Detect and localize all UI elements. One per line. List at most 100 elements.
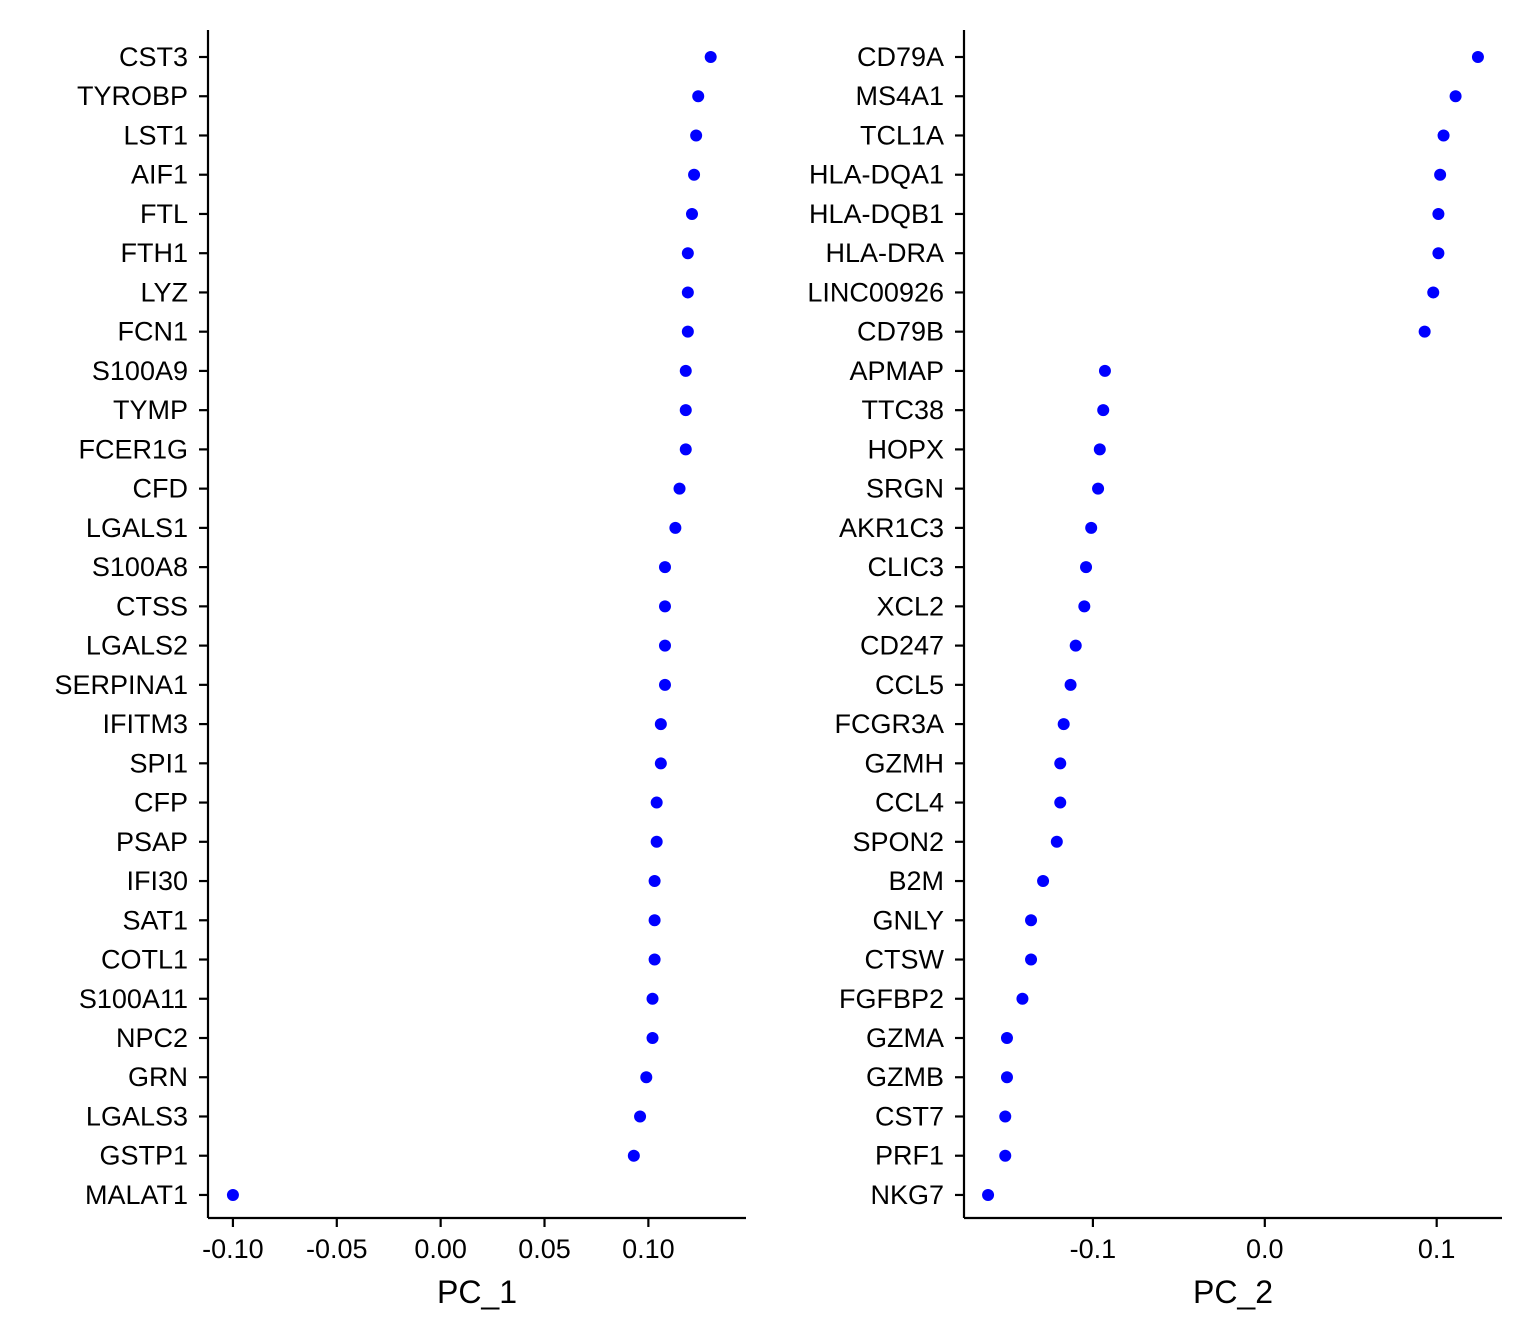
gene-label: CD79A bbox=[857, 42, 944, 72]
gene-label: FTL bbox=[140, 199, 188, 229]
gene-label: HLA-DQA1 bbox=[809, 160, 944, 190]
loading-point bbox=[999, 1149, 1012, 1162]
loading-point bbox=[982, 1188, 995, 1201]
loading-point bbox=[692, 90, 705, 103]
gene-label: TCL1A bbox=[860, 120, 944, 150]
pc2-loadings-panel: CD79A MS4A1 TCL1A HLA-DQA1 HLA-DQB1 HLA-DRA LI… bbox=[807, 30, 1502, 1310]
loading-point bbox=[650, 796, 663, 809]
loading-point bbox=[681, 286, 694, 299]
gene-label: AKR1C3 bbox=[839, 513, 944, 543]
x-tick-label: -0.05 bbox=[306, 1234, 368, 1264]
loading-point bbox=[654, 757, 667, 770]
gene-label: LGALS2 bbox=[86, 631, 188, 661]
gene-label: FGFBP2 bbox=[839, 984, 944, 1014]
x-tick-label: -0.1 bbox=[1070, 1234, 1117, 1264]
x-tick-label: 0.05 bbox=[518, 1234, 571, 1264]
x-tick-label: 0.00 bbox=[414, 1234, 467, 1264]
loading-point bbox=[646, 992, 659, 1005]
loading-point bbox=[681, 247, 694, 260]
gene-label: HLA-DQB1 bbox=[809, 199, 944, 229]
loading-point bbox=[1080, 561, 1093, 574]
gene-label: HOPX bbox=[867, 434, 944, 464]
gene-label: SRGN bbox=[866, 474, 944, 504]
gene-label: FCER1G bbox=[78, 434, 188, 464]
loading-point bbox=[1016, 992, 1029, 1005]
gene-label: NPC2 bbox=[116, 1023, 188, 1053]
gene-label: LYZ bbox=[140, 277, 188, 307]
loading-point bbox=[685, 207, 698, 220]
loading-point bbox=[681, 325, 694, 338]
gene-label: TTC38 bbox=[861, 395, 944, 425]
loading-point bbox=[658, 561, 671, 574]
loading-point bbox=[688, 168, 701, 181]
gene-label: FTH1 bbox=[121, 238, 189, 268]
gene-label: CCL5 bbox=[875, 670, 944, 700]
loading-point bbox=[1000, 1032, 1013, 1044]
gene-label: CD79B bbox=[857, 317, 944, 347]
gene-label: CST3 bbox=[119, 42, 188, 72]
gene-label: CLIC3 bbox=[867, 552, 944, 582]
gene-label: TYROBP bbox=[77, 81, 188, 111]
gene-label: S100A8 bbox=[92, 552, 188, 582]
x-axis-title: PC_1 bbox=[437, 1274, 517, 1310]
loading-point bbox=[1427, 286, 1440, 299]
gene-label: PRF1 bbox=[875, 1141, 944, 1171]
loading-point bbox=[1054, 796, 1067, 809]
x-tick-label: 0.1 bbox=[1418, 1234, 1456, 1264]
gene-label: CFP bbox=[134, 788, 188, 818]
loading-point bbox=[1000, 1071, 1013, 1084]
loading-point bbox=[1093, 443, 1106, 456]
gene-label: FCGR3A bbox=[834, 709, 944, 739]
gene-label: SPI1 bbox=[129, 748, 188, 778]
gene-label: GNLY bbox=[872, 905, 944, 935]
gene-label: GZMB bbox=[866, 1062, 944, 1092]
gene-label: GZMH bbox=[865, 748, 944, 778]
loading-point bbox=[648, 914, 661, 927]
loading-point bbox=[1097, 404, 1110, 417]
gene-label: APMAP bbox=[849, 356, 944, 386]
gene-label: SPON2 bbox=[852, 827, 944, 857]
gene-label: GRN bbox=[128, 1062, 188, 1092]
gene-label: S100A9 bbox=[92, 356, 188, 386]
gene-label: SAT1 bbox=[122, 905, 188, 935]
loading-point bbox=[1050, 835, 1063, 848]
gene-label: LGALS3 bbox=[86, 1101, 188, 1131]
gene-label: FCN1 bbox=[117, 317, 188, 347]
gene-label: LST1 bbox=[123, 120, 188, 150]
gene-label: CCL4 bbox=[875, 788, 944, 818]
loading-point bbox=[1449, 90, 1462, 103]
gene-label: GSTP1 bbox=[99, 1141, 188, 1171]
loading-point bbox=[669, 521, 682, 534]
loading-point bbox=[690, 129, 703, 142]
gene-label: LINC00926 bbox=[807, 277, 944, 307]
loading-point bbox=[1437, 129, 1450, 142]
loading-point bbox=[1037, 875, 1050, 888]
gene-label: COTL1 bbox=[101, 945, 188, 975]
gene-label: LGALS1 bbox=[86, 513, 188, 543]
loading-point bbox=[658, 639, 671, 652]
loading-point bbox=[648, 875, 661, 888]
loading-point bbox=[1092, 482, 1105, 495]
gene-label: CFD bbox=[133, 474, 189, 504]
loading-point bbox=[640, 1071, 653, 1084]
loading-point bbox=[1078, 600, 1091, 613]
loading-point bbox=[679, 443, 692, 456]
loading-point bbox=[1432, 207, 1445, 220]
loading-point bbox=[1434, 168, 1447, 181]
loading-point bbox=[679, 404, 692, 417]
loading-point bbox=[1054, 757, 1067, 770]
pc1-loadings-panel: CST3 TYROBP LST1 AIF1 FTL FTH1 LYZ FCN1 S100A9 TY… bbox=[54, 30, 746, 1310]
loading-point bbox=[679, 364, 692, 377]
x-tick-label: 0.10 bbox=[622, 1234, 675, 1264]
gene-label: S100A11 bbox=[79, 984, 188, 1014]
loading-point bbox=[627, 1149, 640, 1162]
loading-point bbox=[1025, 953, 1038, 966]
gene-label: NKG7 bbox=[870, 1180, 944, 1210]
gene-label: XCL2 bbox=[876, 591, 944, 621]
loading-point bbox=[1057, 718, 1070, 731]
loading-point bbox=[658, 678, 671, 691]
loading-point bbox=[1098, 364, 1111, 377]
gene-label: HLA-DRA bbox=[825, 238, 944, 268]
gene-label: SERPINA1 bbox=[54, 670, 188, 700]
